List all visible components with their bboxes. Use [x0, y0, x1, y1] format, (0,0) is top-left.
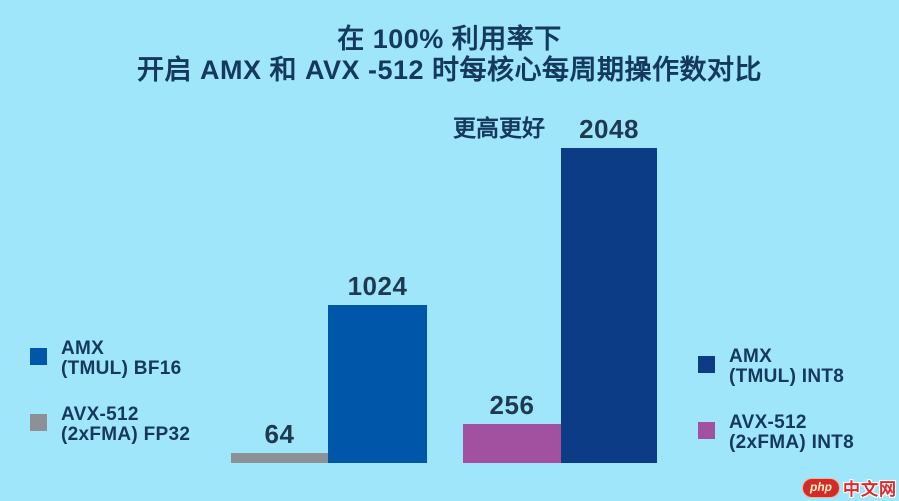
legend-label-amx-bf16: AMX (TMUL) BF16	[61, 338, 182, 379]
legend-swatch-navy	[698, 356, 715, 373]
legend-swatch-blue	[30, 348, 47, 365]
legend-item-amx-int8: AMX (TMUL) INT8	[698, 347, 854, 387]
watermark-php-cn: php 中文网	[802, 475, 897, 500]
legend-item-avx512-fp32: AVX-512 (2xFMA) FP32	[30, 405, 190, 445]
bar-value-amx-bf16: 1024	[347, 271, 408, 301]
legend-swatch-purple	[698, 422, 715, 439]
legend-label-avx512-int8: AVX-512 (2xFMA) INT8	[729, 412, 854, 453]
php-logo-icon: php	[802, 477, 840, 498]
bar-amx-int8: 2048	[561, 114, 657, 463]
bar-value-amx-int8: 2048	[579, 114, 639, 144]
bar-rect-avx512-int8	[463, 424, 561, 463]
legend-item-amx-bf16: AMX (TMUL) BF16	[30, 339, 190, 379]
bar-rect-avx512-fp32	[231, 453, 328, 463]
legend-right: AMX (TMUL) INT8 AVX-512 (2xFMA) INT8	[698, 347, 854, 479]
chart-title: 在 100% 利用率下 开启 AMX 和 AVX -512 时每核心每周期操作数…	[0, 24, 899, 86]
legend-label-amx-int8: AMX (TMUL) INT8	[729, 346, 845, 387]
chart-title-line2: 开启 AMX 和 AVX -512 时每核心每周期操作数对比	[136, 55, 763, 85]
bar-rect-amx-bf16	[328, 305, 427, 463]
chart-title-line1: 在 100% 利用率下	[337, 24, 562, 54]
chart-annotation-higher-is-better: 更高更好	[453, 115, 545, 141]
legend-label-avx512-fp32: AVX-512 (2xFMA) FP32	[61, 404, 191, 445]
bar-rect-amx-int8	[561, 148, 657, 463]
legend-left: AMX (TMUL) BF16 AVX-512 (2xFMA) FP32	[30, 339, 190, 471]
legend-swatch-gray	[30, 414, 47, 431]
legend-item-avx512-int8: AVX-512 (2xFMA) INT8	[698, 413, 854, 453]
bar-value-avx512-int8: 256	[489, 390, 535, 420]
bar-amx-bf16: 1024	[328, 271, 427, 463]
bar-avx512-fp32: 64	[231, 419, 328, 463]
watermark-text: 中文网	[843, 480, 897, 499]
bar-value-avx512-fp32: 64	[264, 419, 295, 449]
bar-avx512-int8: 256	[463, 390, 561, 463]
